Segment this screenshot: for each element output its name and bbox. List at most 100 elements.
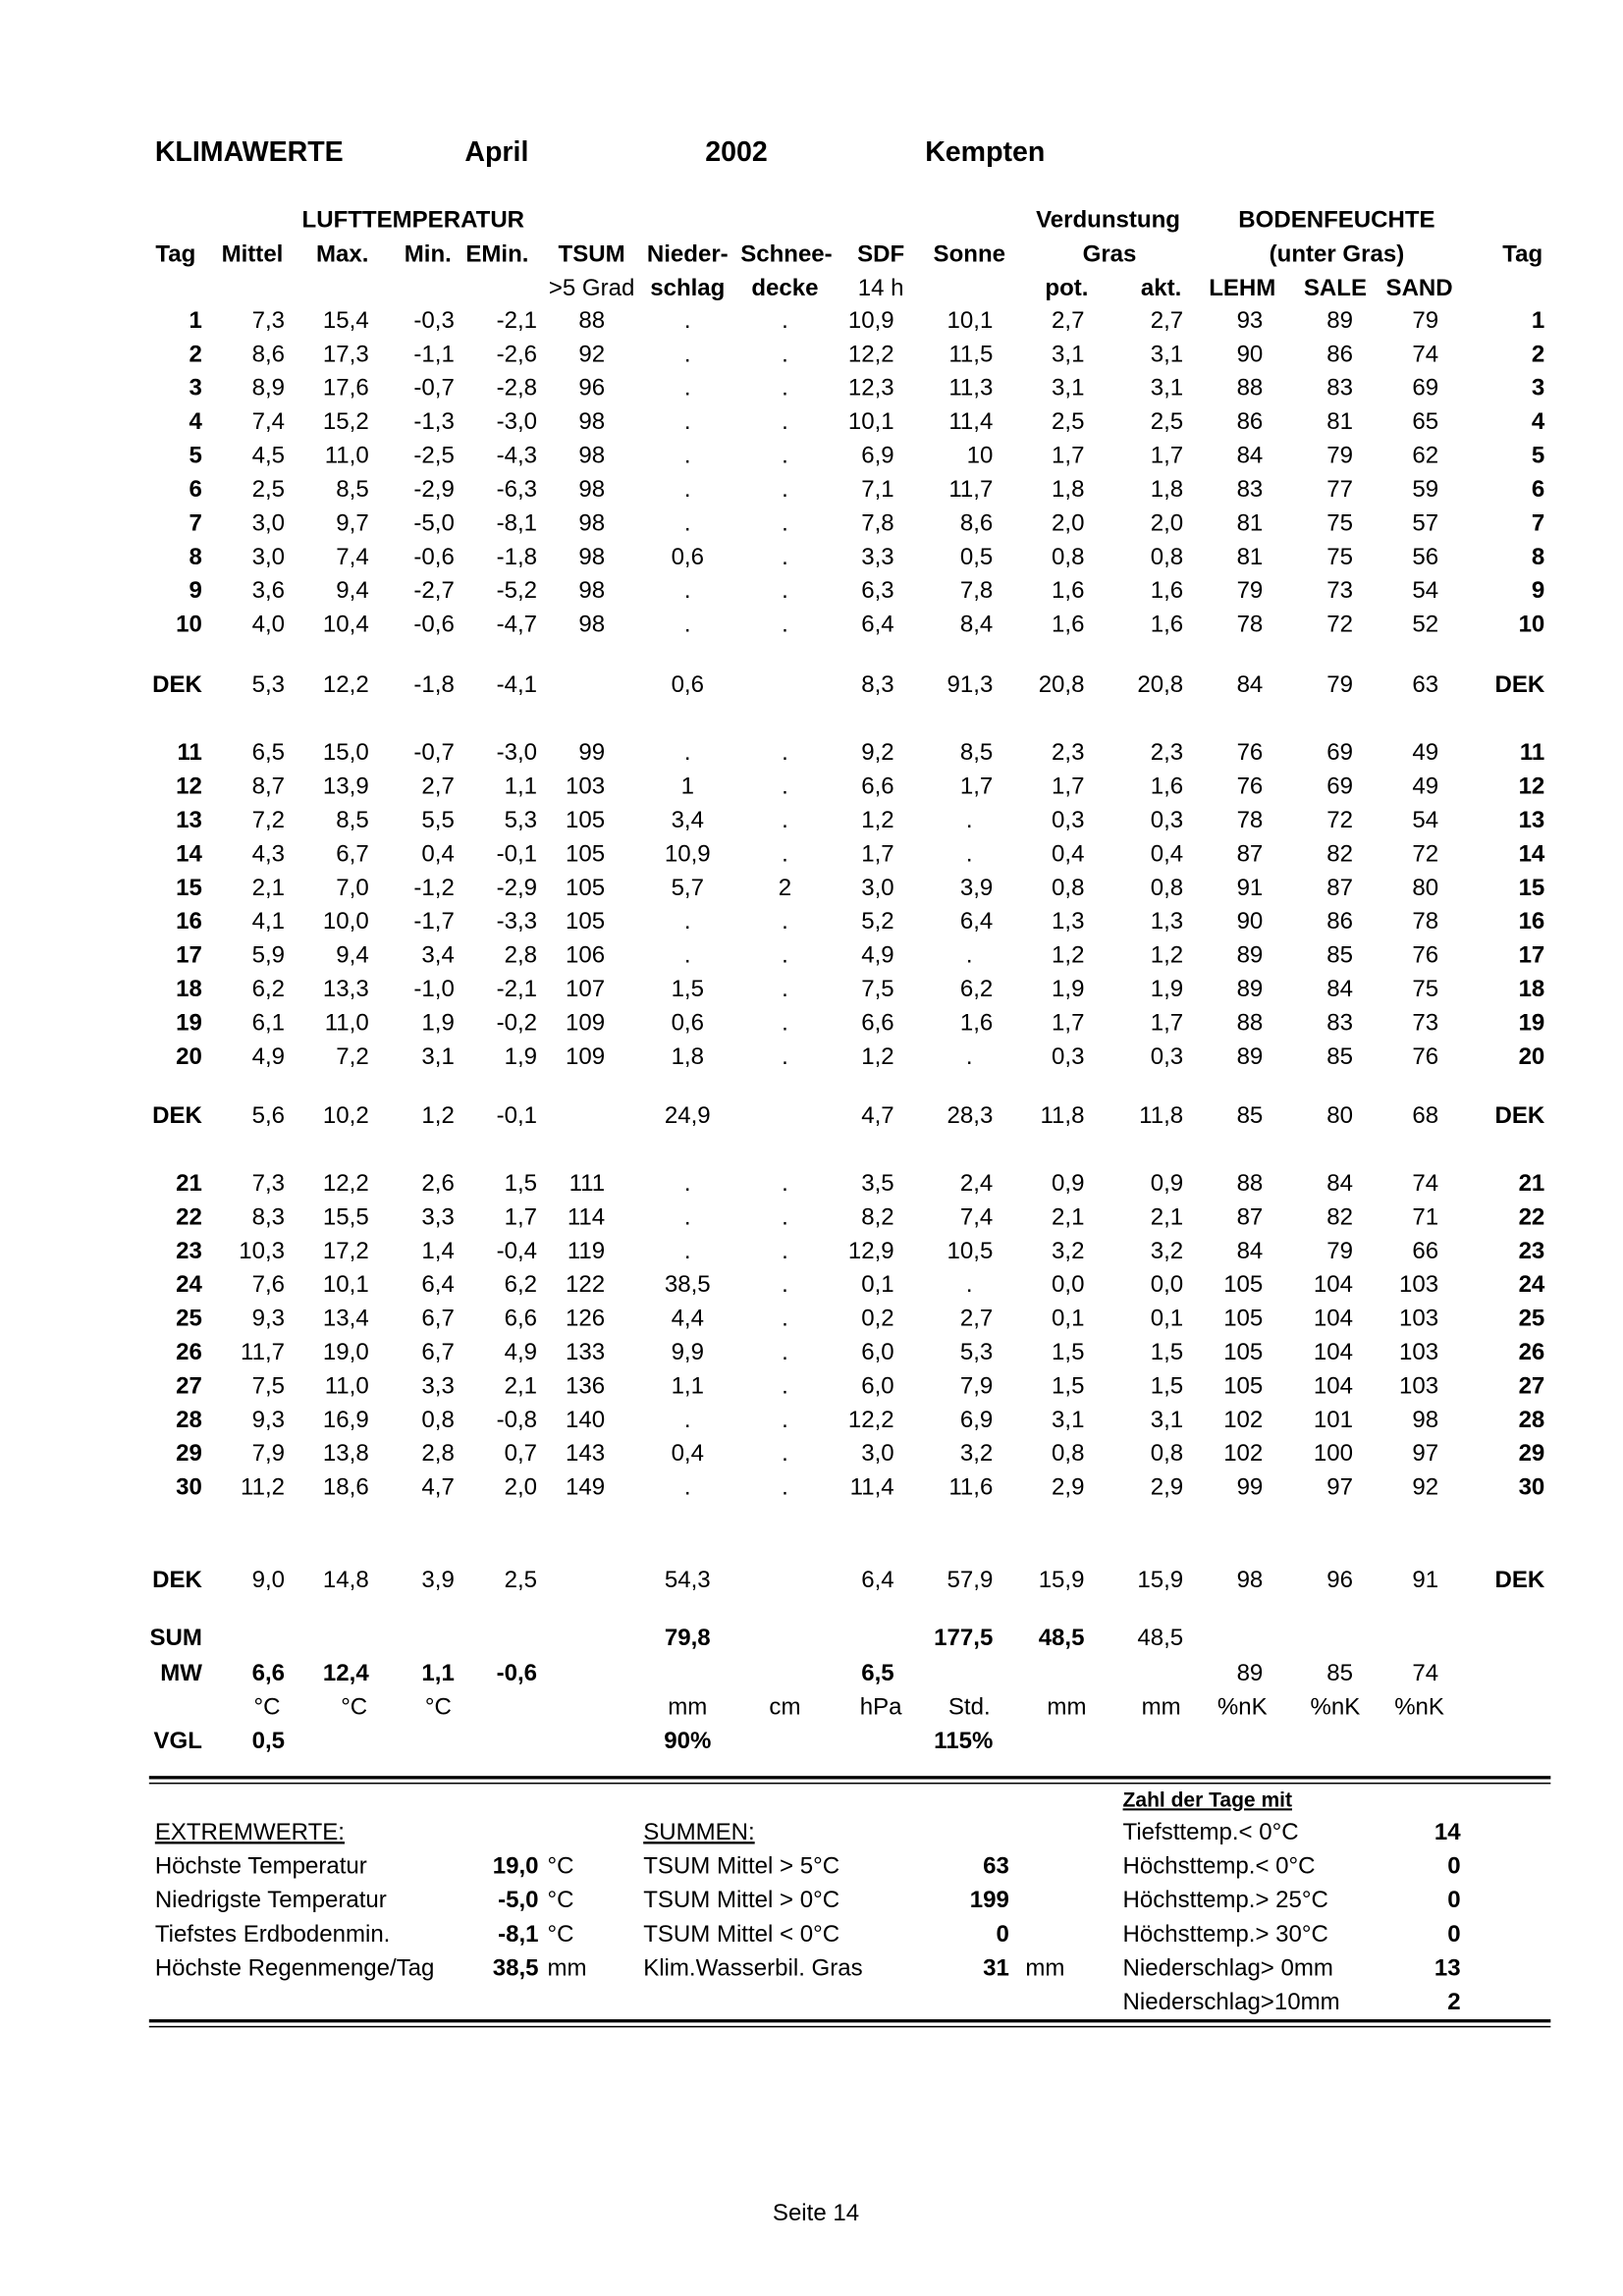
table-cell: 2,8 [505, 942, 537, 969]
table-cell: 9,7 [336, 509, 368, 536]
table-cell: 68 [1412, 1102, 1438, 1129]
column-subheader: schlag [650, 275, 725, 301]
column-subheader: pot. [1045, 275, 1088, 301]
table-cell: 24 [1519, 1271, 1545, 1298]
table-cell: 5,3 [252, 671, 285, 698]
column-subheader: SAND [1386, 275, 1453, 301]
table-cell: 7,6 [252, 1271, 285, 1298]
table-cell: -0,7 [413, 739, 454, 766]
table-cell: 6,0 [861, 1372, 893, 1399]
table-cell: 13,4 [323, 1306, 369, 1332]
table-cell: 97 [1412, 1440, 1438, 1467]
table-cell: 0,8 [421, 1407, 454, 1433]
table-cell: 1 [681, 774, 694, 800]
table-cell: 84 [1326, 976, 1353, 1002]
table-cell: 0,4 [672, 1440, 704, 1467]
table-cell: 2 [1532, 341, 1544, 367]
extreme-label: Höchste Regenmenge/Tag [155, 1954, 435, 1981]
table-cell: 69 [1326, 774, 1353, 800]
table-cell: 13,8 [323, 1440, 369, 1467]
table-cell: 105 [1223, 1372, 1263, 1399]
table-cell: 0,8 [1151, 544, 1183, 570]
table-cell: 48,5 [1039, 1625, 1085, 1651]
table-cell: 9,4 [336, 577, 368, 604]
table-cell: 78 [1237, 807, 1264, 833]
table-cell: -1,1 [413, 341, 454, 367]
table-cell: . [684, 408, 691, 435]
table-cell: 103 [566, 774, 605, 800]
table-cell: . [782, 408, 788, 435]
table-cell: 19,0 [323, 1339, 369, 1365]
table-cell: . [684, 307, 691, 334]
table-cell: 10,1 [848, 408, 894, 435]
table-cell: 109 [566, 1009, 605, 1036]
table-cell: 11,0 [325, 443, 369, 469]
table-cell: 6,7 [336, 840, 368, 867]
table-cell: -0,6 [497, 1660, 537, 1686]
table-cell: 1,5 [505, 1170, 537, 1197]
table-cell: 0,3 [1151, 1043, 1183, 1070]
table-cell: 1,8 [672, 1043, 704, 1070]
table-cell: 115% [934, 1728, 993, 1754]
table-cell: -0,3 [413, 307, 454, 334]
table-cell: 3,9 [960, 875, 993, 901]
table-cell: 54 [1412, 807, 1438, 833]
table-cell: 11,3 [948, 375, 993, 401]
table-cell: 81 [1237, 509, 1264, 536]
table-cell: 6,5 [861, 1660, 893, 1686]
table-cell: 69 [1412, 375, 1438, 401]
table-cell: -0,6 [413, 544, 454, 570]
table-cell: 1,2 [1151, 942, 1183, 969]
table-cell: 2,8 [421, 1440, 454, 1467]
table-cell: 0,3 [1151, 807, 1183, 833]
table-cell: 7,8 [960, 577, 993, 604]
table-cell: 0,9 [1052, 1170, 1084, 1197]
table-cell: 1,7 [1151, 1009, 1183, 1036]
table-cell: 79 [1326, 1238, 1353, 1264]
table-cell: 10,3 [239, 1238, 285, 1264]
table-cell: 15,9 [1137, 1567, 1183, 1593]
table-cell: 0,8 [1052, 875, 1084, 901]
table-cell: 6,4 [421, 1271, 454, 1298]
table-cell: 1 [189, 307, 202, 334]
table-cell: 85 [1326, 1043, 1353, 1070]
table-cell: 1,1 [421, 1660, 454, 1686]
table-cell: 103 [1399, 1372, 1438, 1399]
table-cell: . [782, 1043, 788, 1070]
divider [148, 2019, 1551, 2023]
table-cell: 7,5 [252, 1372, 285, 1399]
table-cell: 7,9 [960, 1372, 993, 1399]
table-cell: -4,7 [497, 612, 537, 638]
table-cell: 105 [566, 840, 605, 867]
table-cell: 15,9 [1039, 1567, 1085, 1593]
column-header: TSUM [559, 240, 625, 267]
table-cell: . [782, 1372, 788, 1399]
section-title: SUMMEN: [643, 1819, 754, 1845]
table-cell: . [782, 509, 788, 536]
table-cell: 2,5 [1052, 408, 1084, 435]
table-cell: 74 [1412, 1170, 1438, 1197]
table-cell: 15,2 [323, 408, 369, 435]
table-cell: 6,2 [252, 976, 285, 1002]
table-cell: 25 [176, 1306, 202, 1332]
table-cell: 2,1 [252, 875, 285, 901]
divider [148, 1782, 1551, 1785]
table-cell: 1,4 [421, 1238, 454, 1264]
table-cell: 90 [1237, 341, 1264, 367]
table-cell: 19 [176, 1009, 202, 1036]
table-cell: 91,3 [947, 671, 994, 698]
table-cell: 105 [1223, 1306, 1263, 1332]
extreme-unit: °C [548, 1887, 574, 1913]
table-cell: 3 [189, 375, 202, 401]
table-cell: 49 [1412, 739, 1438, 766]
table-cell: 4,9 [861, 942, 893, 969]
table-cell: %nK [1311, 1693, 1361, 1720]
table-cell: 96 [1326, 1567, 1353, 1593]
table-cell: 49 [1412, 774, 1438, 800]
table-cell: 2,1 [1052, 1203, 1084, 1230]
days-value: 2 [1447, 1989, 1460, 2015]
table-cell: 83 [1326, 375, 1353, 401]
table-cell: 98 [578, 476, 605, 503]
table-cell: -1,3 [413, 408, 454, 435]
table-cell: 22 [176, 1203, 202, 1230]
